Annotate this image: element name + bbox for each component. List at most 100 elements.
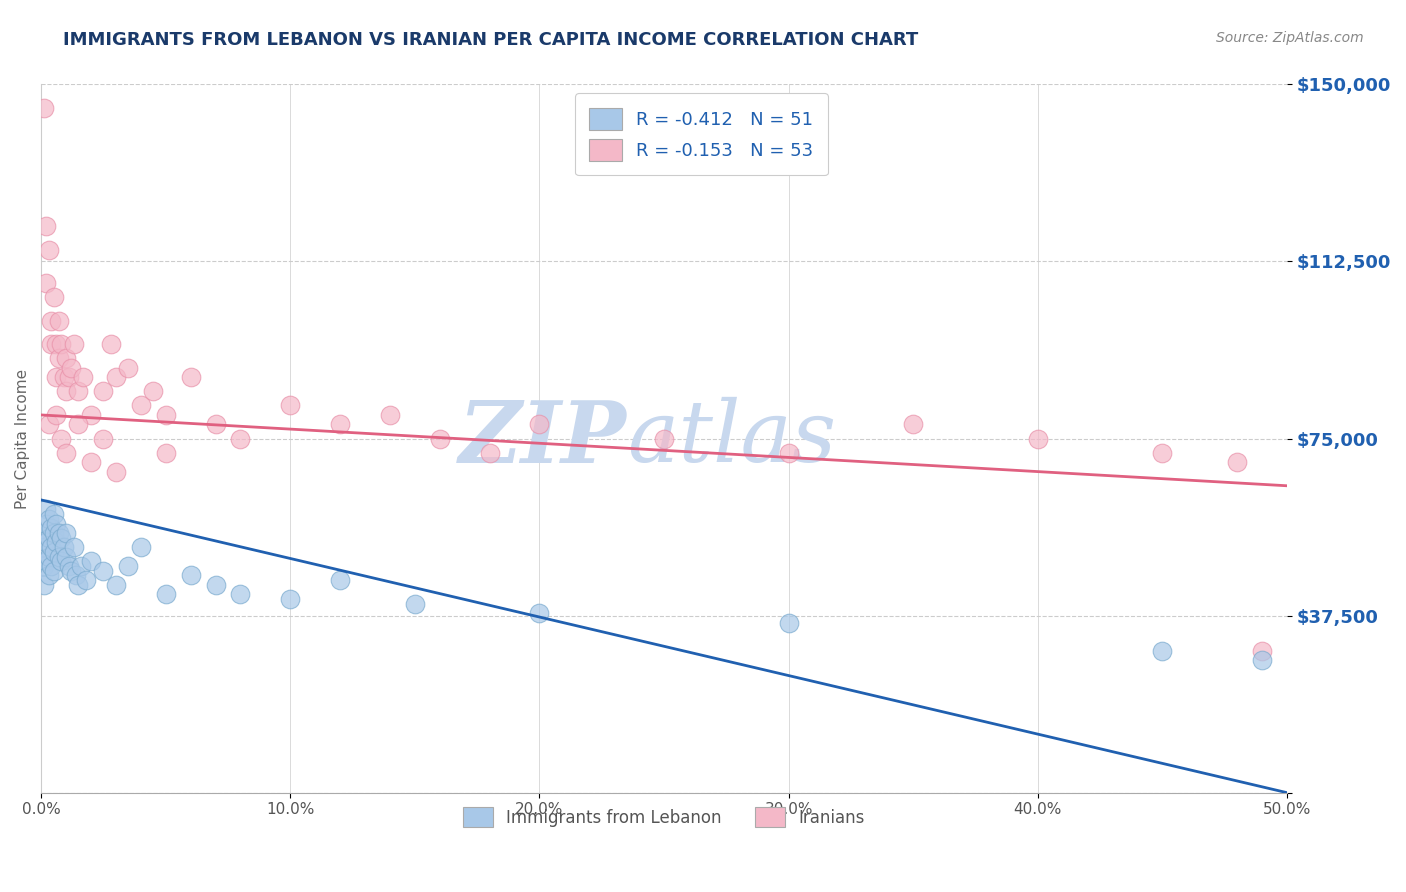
Point	[38, 512, 60, 526]
Point	[49, 337, 72, 351]
Point	[1152, 446, 1174, 460]
Point	[52, 370, 75, 384]
Point	[478, 446, 501, 460]
Point	[35, 554, 58, 568]
Point	[45, 408, 67, 422]
Point	[70, 559, 93, 574]
Text: atlas: atlas	[627, 397, 835, 480]
Point	[58, 370, 80, 384]
Point	[204, 578, 226, 592]
Point	[67, 384, 90, 399]
Point	[93, 432, 115, 446]
Point	[55, 526, 77, 541]
Point	[180, 370, 202, 384]
Point	[35, 276, 58, 290]
Point	[529, 417, 551, 432]
Point	[42, 526, 65, 541]
Point	[1152, 644, 1174, 658]
Point	[48, 313, 70, 327]
Point	[45, 535, 67, 549]
Point	[32, 526, 55, 541]
Point	[429, 432, 451, 446]
Point	[49, 554, 72, 568]
Point	[38, 417, 60, 432]
Point	[45, 516, 67, 531]
Point	[45, 370, 67, 384]
Point	[404, 597, 426, 611]
Point	[529, 606, 551, 620]
Point	[155, 408, 177, 422]
Point	[67, 417, 90, 432]
Point	[180, 568, 202, 582]
Point	[48, 549, 70, 564]
Point	[62, 540, 84, 554]
Point	[901, 417, 924, 432]
Point	[38, 568, 60, 582]
Point	[39, 540, 62, 554]
Point	[49, 432, 72, 446]
Point	[48, 351, 70, 366]
Point	[652, 432, 675, 446]
Point	[32, 578, 55, 592]
Point	[48, 526, 70, 541]
Point	[42, 507, 65, 521]
Text: Source: ZipAtlas.com: Source: ZipAtlas.com	[1216, 31, 1364, 45]
Point	[62, 337, 84, 351]
Point	[39, 559, 62, 574]
Point	[49, 531, 72, 545]
Point	[329, 573, 352, 587]
Point	[35, 535, 58, 549]
Point	[378, 408, 401, 422]
Point	[35, 516, 58, 531]
Point	[32, 101, 55, 115]
Text: IMMIGRANTS FROM LEBANON VS IRANIAN PER CAPITA INCOME CORRELATION CHART: IMMIGRANTS FROM LEBANON VS IRANIAN PER C…	[63, 31, 918, 49]
Point	[229, 587, 252, 601]
Point	[204, 417, 226, 432]
Point	[35, 219, 58, 233]
Point	[1026, 432, 1049, 446]
Point	[1226, 455, 1249, 469]
Point	[142, 384, 165, 399]
Point	[55, 446, 77, 460]
Point	[93, 564, 115, 578]
Point	[75, 573, 97, 587]
Point	[278, 399, 301, 413]
Point	[278, 592, 301, 607]
Point	[39, 337, 62, 351]
Point	[42, 545, 65, 559]
Point	[80, 554, 103, 568]
Point	[1251, 653, 1274, 667]
Point	[58, 559, 80, 574]
Point	[55, 351, 77, 366]
Point	[1251, 644, 1274, 658]
Point	[155, 587, 177, 601]
Point	[72, 370, 94, 384]
Point	[52, 540, 75, 554]
Point	[155, 446, 177, 460]
Point	[93, 384, 115, 399]
Point	[38, 243, 60, 257]
Point	[60, 564, 83, 578]
Point	[32, 540, 55, 554]
Point	[42, 290, 65, 304]
Point	[117, 559, 139, 574]
Y-axis label: Per Capita Income: Per Capita Income	[15, 368, 30, 508]
Point	[39, 521, 62, 535]
Point	[38, 549, 60, 564]
Point	[60, 360, 83, 375]
Point	[104, 578, 127, 592]
Point	[67, 578, 90, 592]
Point	[778, 446, 800, 460]
Point	[32, 559, 55, 574]
Point	[45, 337, 67, 351]
Point	[104, 370, 127, 384]
Point	[778, 615, 800, 630]
Legend: Immigrants from Lebanon, Iranians: Immigrants from Lebanon, Iranians	[457, 800, 872, 834]
Point	[80, 455, 103, 469]
Point	[80, 408, 103, 422]
Point	[129, 540, 152, 554]
Point	[229, 432, 252, 446]
Point	[329, 417, 352, 432]
Point	[117, 360, 139, 375]
Point	[55, 549, 77, 564]
